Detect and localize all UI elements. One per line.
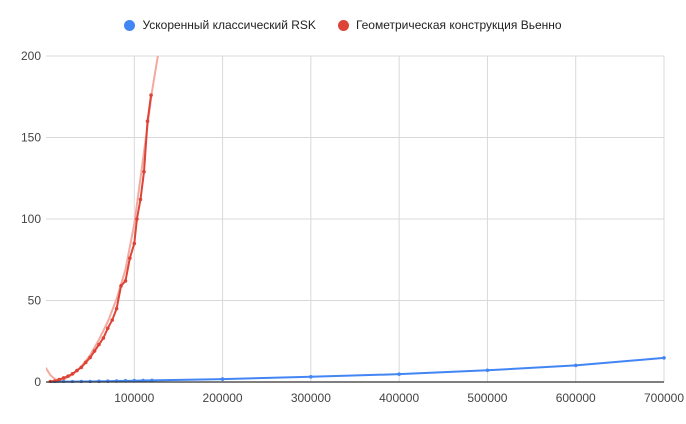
y-tick-label: 150 [21,131,41,145]
trendline-viennot [46,56,159,382]
x-tick-label: 600000 [556,391,596,405]
series-layer [48,93,666,384]
data-point-rsk[interactable] [485,368,490,373]
x-tick-label: 700000 [644,391,684,405]
legend-item-viennot[interactable]: Геометрическая конструкция Вьенно [337,18,562,32]
trendline-layer [46,56,159,382]
data-point-viennot[interactable] [132,241,137,246]
series-line-rsk [49,356,665,383]
data-point-viennot[interactable] [79,365,84,370]
x-tick-label: 400000 [379,391,419,405]
data-point-rsk[interactable] [397,372,401,376]
data-point-viennot[interactable] [66,374,70,378]
data-point-rsk[interactable] [220,377,225,381]
data-point-rsk[interactable] [662,356,666,360]
axes: 0 50 100 150 200 100000 200000 300000 400000 5000… [21,49,684,405]
data-point-viennot[interactable] [70,372,75,376]
legend: Ускоренный классический RSK Геометрическ… [0,18,686,32]
legend-marker-viennot-icon [337,19,349,31]
data-point-viennot[interactable] [123,279,128,283]
data-point-viennot[interactable] [101,336,106,340]
y-tick-label: 200 [21,49,41,63]
y-tick-label: 50 [28,294,42,308]
y-tick-label: 100 [21,212,41,226]
data-point-viennot[interactable] [83,360,88,365]
data-point-viennot[interactable] [128,256,132,260]
legend-item-rsk[interactable]: Ускоренный классический RSK [124,18,316,32]
data-point-viennot[interactable] [88,355,92,360]
data-point-viennot[interactable] [149,93,153,97]
data-point-viennot[interactable] [138,197,143,202]
data-point-viennot[interactable] [61,376,66,380]
series-line-viennot [49,94,153,383]
data-point-viennot[interactable] [119,284,123,288]
data-point-viennot[interactable] [142,169,146,174]
data-point-rsk[interactable] [150,378,154,383]
data-point-viennot[interactable] [92,349,97,353]
x-tick-label: 200000 [203,391,243,405]
x-tick-label: 300000 [291,391,331,405]
data-point-viennot[interactable] [145,119,150,123]
legend-marker-rsk-icon [124,19,136,31]
legend-label-rsk: Ускоренный классический RSK [142,18,316,32]
x-tick-label: 100000 [114,391,154,405]
data-point-rsk[interactable] [309,374,313,379]
data-point-rsk[interactable] [573,363,578,368]
data-point-viennot[interactable] [135,217,139,221]
legend-label-viennot: Геометрическая конструкция Вьенно [355,18,562,32]
data-point-viennot[interactable] [97,342,101,347]
x-tick-label: 500000 [467,391,507,405]
data-point-viennot[interactable] [110,318,115,322]
data-point-viennot[interactable] [114,306,119,311]
y-tick-label: 0 [34,375,41,389]
data-point-viennot[interactable] [57,377,62,382]
data-point-viennot[interactable] [106,326,110,331]
data-point-rsk[interactable] [97,379,101,384]
data-point-viennot[interactable] [75,368,79,373]
